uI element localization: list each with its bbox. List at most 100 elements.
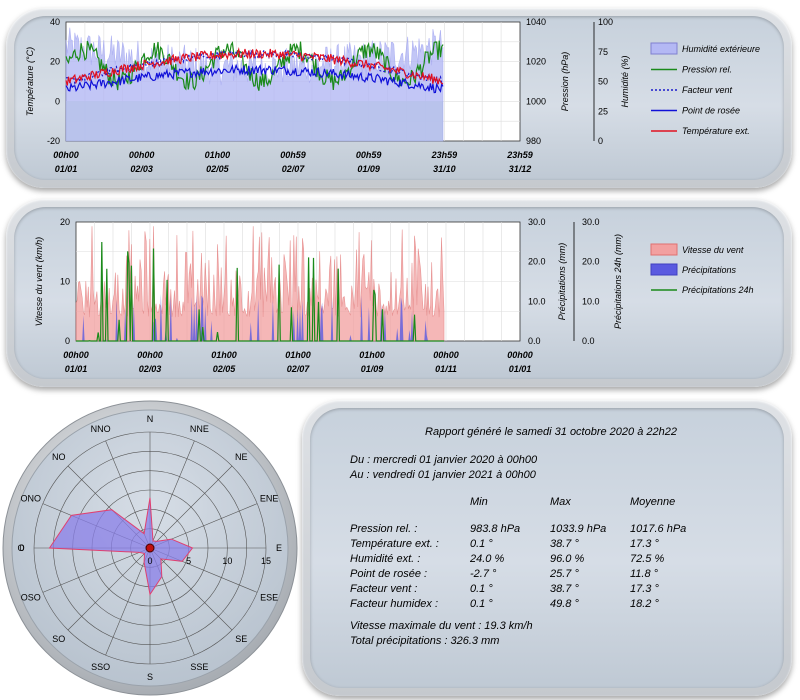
wind-rose-polygon [48,497,194,596]
left-axis-label: Vitesse du vent (km/h) [34,237,44,326]
precip-tick-label: 10.0 [528,296,546,306]
row-max: 38.7 ° [550,538,579,550]
left-tick-label: 0 [55,96,60,106]
row-min: 983.8 hPa [470,523,521,535]
legend-label: Précipitations 24h [682,285,754,295]
center-value-label: 0 [147,556,152,566]
x-tick-date: 01/09 [361,364,384,374]
direction-label: ONO [21,494,42,504]
ring-value-label: 15 [261,556,271,566]
left-axis-label: Température (°C) [25,47,35,116]
x-tick-time: 01h00 [205,150,231,160]
x-tick-date: 01/09 [357,164,380,174]
report-content: Rapport généré le samedi 31 octobre 2020… [312,408,790,693]
pressure-tick-label: 1040 [526,17,546,27]
direction-label: N [147,414,154,424]
direction-label: NNE [190,424,209,434]
legend-label: Température ext. [682,126,750,136]
precip24-tick-label: 20.0 [582,257,600,267]
report-panel [302,400,792,696]
x-tick-time: 01h00 [359,350,385,360]
humidity-tick-label: 25 [598,106,608,116]
x-tick-date: 02/05 [206,164,230,174]
header-max: Max [550,496,571,508]
direction-label: SSE [190,662,208,672]
pressure-tick-label: 1020 [526,57,546,67]
x-tick-time: 00h00 [507,350,533,360]
precipitation-24h-series [76,241,444,342]
radar-spoke [149,465,233,549]
x-tick-date: 01/11 [435,364,457,374]
report-title: Rapport généré le samedi 31 octobre 2020… [425,426,677,438]
precip24-tick-label: 0.0 [582,336,595,346]
x-tick-date: 02/03 [130,164,153,174]
x-tick-time: 00h59 [280,150,306,160]
precip-tick-label: 20.0 [528,257,546,267]
direction-label: OSO [21,592,41,602]
precip-tick-label: 30.0 [528,217,546,227]
legend-label: Point de rosée [682,106,740,116]
report-to: Au : vendredi 01 janvier 2021 à 00h00 [350,469,536,481]
x-tick-time: 01h00 [285,350,311,360]
row-label: Point de rosée : [350,568,428,580]
precip-axis-label: Précipitations (mm) [557,243,567,321]
direction-label: SE [235,634,247,644]
row-label: Facteur vent : [350,583,418,595]
row-mean: 17.3 ° [630,583,659,595]
x-tick-date: 02/07 [282,164,306,174]
direction-label: NE [235,452,248,462]
row-max: 49.8 ° [550,598,579,610]
row-mean: 1017.6 hPa [630,523,687,535]
left-tick-label: 10 [60,277,70,287]
direction-label: NNO [91,424,111,434]
direction-label: SO [52,634,65,644]
pressure-tick-label: 980 [526,136,541,146]
left-tick-label: 40 [50,17,60,27]
direction-label: NO [52,452,66,462]
left-tick-label: 20 [60,217,70,227]
row-label: Facteur humidex : [350,598,439,610]
direction-label: S [147,672,153,682]
x-tick-date: 02/07 [287,364,311,374]
x-tick-time: 00h00 [129,150,155,160]
pressure-series [65,40,444,91]
left-tick-label: -20 [47,136,60,146]
direction-label: ESE [260,592,278,602]
max-wind-text: Vitesse maximale du vent : 19.3 km/h [350,620,533,632]
row-min: 24.0 % [470,553,505,565]
row-mean: 18.2 ° [630,598,659,610]
x-tick-date: 01/01 [65,364,88,374]
radar-spoke [149,547,233,631]
row-label: Pression rel. : [350,523,418,535]
wind-rain-chart: 20 10 0 30.0 20.0 10.0 0.0 30.0 20.0 10.0 0.0 00h00… [34,217,754,374]
row-mean: 17.3 ° [630,538,659,550]
temperature-series [65,47,444,86]
x-tick-date: 02/05 [213,364,237,374]
row-label: Température ext. : [350,538,439,550]
x-tick-time: 00h00 [63,350,89,360]
row-max: 96.0 % [550,553,585,565]
row-min: 0.1 ° [470,598,493,610]
x-tick-date: 31/12 [509,164,532,174]
row-mean: 11.8 ° [630,568,659,580]
row-max: 38.7 ° [550,583,579,595]
header-min: Min [470,496,488,508]
total-rain-text: Total précipitations : 326.3 mm [350,635,500,647]
radar-center-dot [145,543,155,553]
left-tick-label: 20 [50,57,60,67]
direction-label: E [276,543,282,553]
ring-value-label: 5 [186,556,191,566]
x-tick-time: 23h59 [431,150,458,160]
x-tick-date: 01/01 [509,364,532,374]
x-tick-time: 00h59 [356,150,382,160]
humidity-tick-label: 50 [598,77,608,87]
row-max: 25.7 ° [550,568,579,580]
direction-label: SSO [91,662,110,672]
dew-point-series [65,63,444,94]
precip-tick-label: 0.0 [528,336,541,346]
radar-spoke [149,440,195,549]
x-tick-time: 00h00 [53,150,79,160]
x-tick-date: 31/10 [433,164,456,174]
x-tick-date: 02/03 [139,364,162,374]
x-tick-date: 01/01 [55,164,78,174]
